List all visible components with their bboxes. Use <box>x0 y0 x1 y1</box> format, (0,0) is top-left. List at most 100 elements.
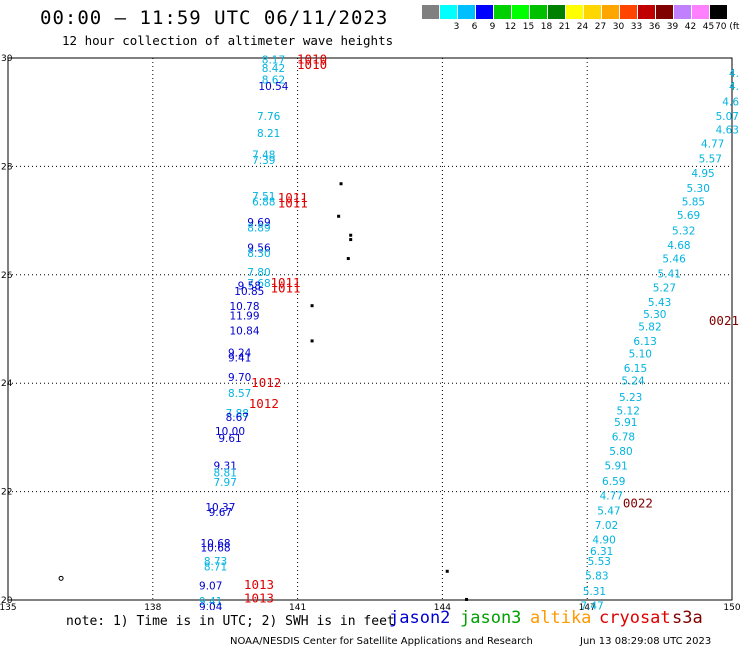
timestamp-text: Jun 13 08:29:08 UTC 2023 <box>580 636 712 647</box>
wave-height-label: 4.77 <box>701 139 724 151</box>
lon-tick-label: 135 <box>0 603 17 610</box>
wave-height-label: 9.41 <box>228 353 251 365</box>
wave-height-label: 5.82 <box>638 321 661 333</box>
lon-tick-label: 150 <box>723 603 740 610</box>
wave-height-label: 7.76 <box>257 111 281 123</box>
wave-height-label: 6.59 <box>602 476 625 488</box>
legend-swatch <box>422 5 439 19</box>
wave-height-label: 4.77 <box>600 490 623 502</box>
wave-height-label: 9.04 <box>199 602 223 610</box>
wave-height-label: 9.69 <box>247 217 270 229</box>
wave-height-label: 8.89 <box>247 223 270 235</box>
legend-label: 33 <box>630 22 643 32</box>
wave-height-label: 5.32 <box>672 225 695 237</box>
wave-height-label: 4.6 <box>722 96 739 108</box>
wave-height-label: 7.97 <box>214 477 237 489</box>
island-marker <box>346 257 350 261</box>
wave-height-label: 4. <box>729 68 739 80</box>
lon-tick-label: 147 <box>579 603 596 610</box>
legend-swatch <box>710 5 727 19</box>
wave-height-label: 7.68 <box>247 278 270 290</box>
wave-height-label: 8.42 <box>262 63 285 75</box>
wave-height-label: 5.12 <box>617 405 640 417</box>
wave-height-label: 5.69 <box>677 210 700 222</box>
wave-height-label: 7.02 <box>595 520 618 532</box>
chart-title: 00:00 – 11:59 UTC 06/11/2023 <box>40 7 389 29</box>
wave-height-label: 5.91 <box>614 417 637 429</box>
wave-height-label: 5.57 <box>699 153 722 165</box>
island-marker <box>337 214 341 218</box>
island-marker <box>310 339 314 343</box>
wave-height-label: 5.41 <box>658 269 681 281</box>
wave-height-label: 9.58 <box>238 281 261 293</box>
wave-height-label: 8.57 <box>228 388 251 400</box>
wave-height-label: 4.90 <box>592 534 615 546</box>
legend-swatch <box>566 5 583 19</box>
legend-swatch <box>674 5 691 19</box>
wave-height-label: 9.31 <box>214 461 237 473</box>
legend-label: 70 (ft) <box>715 22 740 32</box>
island-marker <box>349 238 353 242</box>
legend-label: 9 <box>489 22 496 32</box>
time-label: 1011 <box>270 275 300 290</box>
wave-height-label: 10.84 <box>229 326 259 338</box>
credit-text: NOAA/NESDIS Center for Satellite Applica… <box>230 636 533 647</box>
lon-tick-label: 144 <box>434 603 451 610</box>
wave-height-label: 10.00 <box>215 426 245 438</box>
satellite-label-jason2: jason2 <box>389 608 451 628</box>
wave-height-label: 5.46 <box>662 254 686 266</box>
legend-swatch <box>692 5 709 19</box>
legend-swatch <box>656 5 673 19</box>
legend-swatch <box>512 5 529 19</box>
wave-height-label: 10.37 <box>205 502 235 514</box>
legend-label: 12 <box>504 22 517 32</box>
wave-height-label: 7.39 <box>252 155 275 167</box>
satellite-label-jason3: jason3 <box>460 608 522 628</box>
wave-height-label: 9.07 <box>199 580 222 592</box>
legend-label: 39 <box>666 22 679 32</box>
legend-swatch <box>602 5 619 19</box>
lat-tick-label: 22 <box>1 488 12 498</box>
satellite-label-s3a: s3a <box>672 608 703 628</box>
map-frame <box>7 57 733 601</box>
wave-height-label: 8.73 <box>204 556 227 568</box>
wave-height-label: 9.24 <box>228 347 252 359</box>
time-label: 1010 <box>297 57 327 72</box>
wave-height-label: 7.51 <box>252 191 275 203</box>
legend-swatch <box>494 5 511 19</box>
legend-label: 45 <box>702 22 715 32</box>
lat-tick-label: 24 <box>1 379 13 389</box>
legend-label: 36 <box>648 22 661 32</box>
wave-height-label: 6.13 <box>633 336 656 348</box>
island-marker <box>465 597 469 601</box>
wave-height-label: 8.62 <box>262 75 285 87</box>
wave-height-label: 5.07 <box>716 111 739 123</box>
wave-height-label: 8.71 <box>204 561 227 573</box>
wave-height-label: 8.30 <box>247 248 270 260</box>
wave-height-label: 4.95 <box>691 168 714 180</box>
lat-tick-label: 20 <box>1 596 13 606</box>
footer-note: note: 1) Time is in UTC; 2) SWH is in fe… <box>66 614 395 629</box>
wave-height-label: 6.31 <box>590 546 613 558</box>
lat-tick-label: 26 <box>1 271 13 281</box>
lat-tick-label: 30 <box>1 54 13 64</box>
island-marker <box>349 233 353 237</box>
legend-swatch <box>458 5 475 19</box>
time-label: 1011 <box>278 190 308 205</box>
time-label: 0021 <box>709 313 739 328</box>
legend-label: 30 <box>612 22 625 32</box>
wave-height-label: 10.85 <box>234 286 264 298</box>
wave-height-label: 8.67 <box>226 412 249 424</box>
legend-swatch <box>638 5 655 19</box>
legend-label: 15 <box>522 22 535 32</box>
wave-height-label: 6.88 <box>252 197 275 209</box>
satellite-label-cryosat: cryosat <box>599 608 671 628</box>
wave-height-label: 9.70 <box>228 372 251 384</box>
wave-height-label: 10.54 <box>258 81 288 93</box>
time-label: 1010 <box>297 52 327 67</box>
wave-height-label: 5.30 <box>687 183 710 195</box>
wave-height-label: 10.68 <box>201 542 231 554</box>
time-label: 1012 <box>249 396 279 411</box>
wave-height-label: 9.41 <box>199 596 222 608</box>
